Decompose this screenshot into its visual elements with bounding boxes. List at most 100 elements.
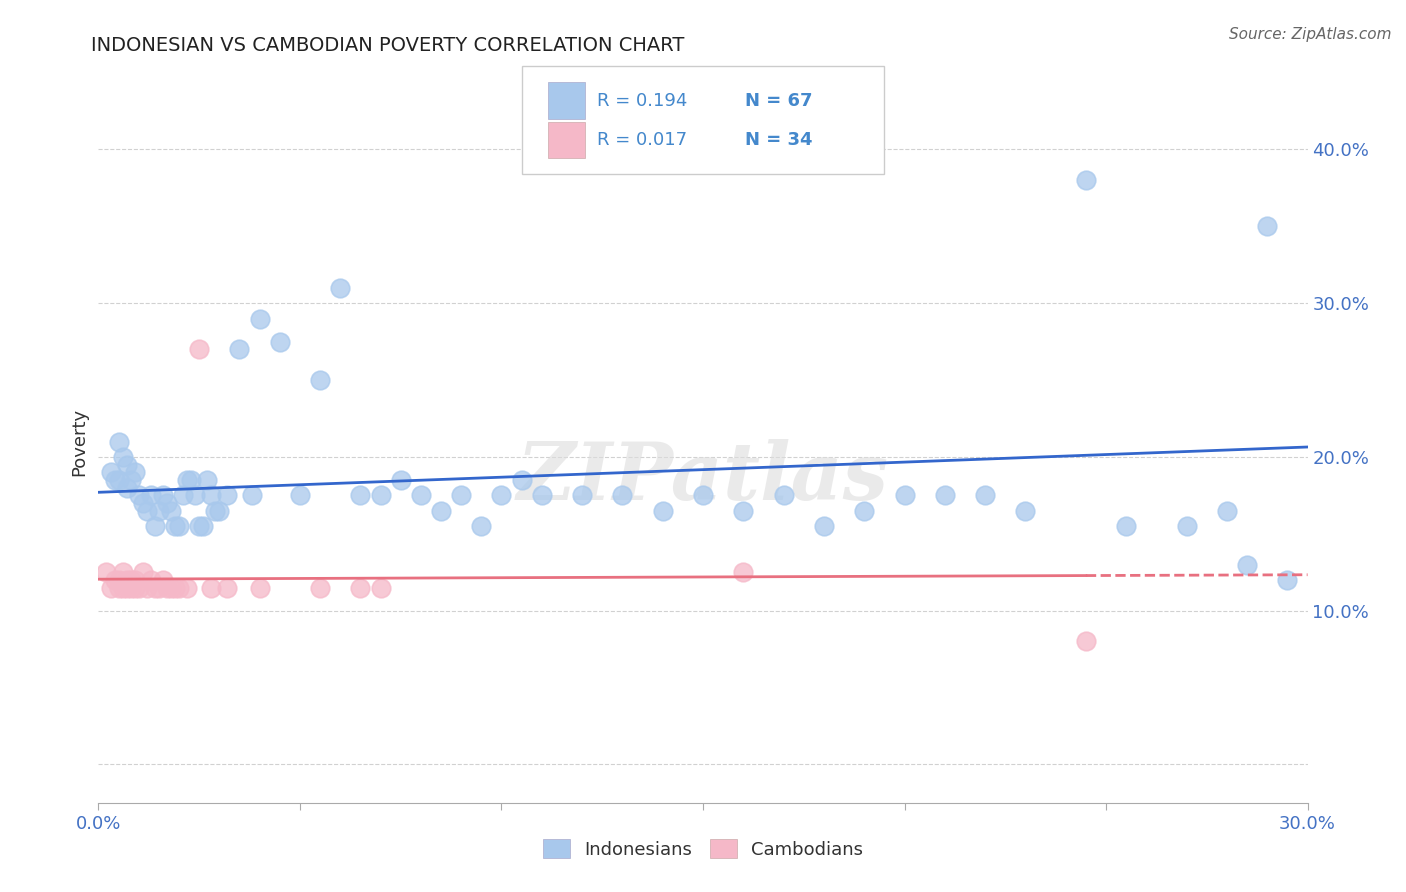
Point	[470, 519, 492, 533]
Legend: Indonesians, Cambodians: Indonesians, Cambodians	[536, 832, 870, 866]
Point	[103, 573, 125, 587]
Point	[163, 581, 186, 595]
Point	[100, 581, 122, 595]
Text: R = 0.194: R = 0.194	[596, 92, 688, 110]
Point	[115, 581, 138, 595]
Point	[853, 504, 876, 518]
Point	[1236, 558, 1258, 572]
Point	[1175, 519, 1198, 533]
Point	[208, 504, 231, 518]
Point	[135, 581, 157, 595]
Point	[269, 334, 291, 349]
Point	[217, 488, 239, 502]
Point	[152, 573, 174, 587]
Point	[100, 465, 122, 479]
FancyBboxPatch shape	[548, 82, 585, 119]
Point	[200, 581, 222, 595]
Point	[160, 581, 183, 595]
Point	[143, 519, 166, 533]
Point	[107, 573, 129, 587]
Point	[813, 519, 835, 533]
Point	[204, 504, 226, 518]
Point	[571, 488, 593, 502]
Point	[1014, 504, 1036, 518]
Point	[733, 504, 755, 518]
Point	[167, 519, 190, 533]
Point	[107, 581, 129, 595]
Point	[651, 504, 673, 518]
Point	[156, 581, 179, 595]
Point	[167, 581, 190, 595]
Point	[217, 581, 239, 595]
Point	[1074, 634, 1097, 648]
Point	[111, 581, 134, 595]
Point	[148, 504, 170, 518]
Point	[124, 581, 146, 595]
Point	[163, 519, 186, 533]
Point	[132, 496, 155, 510]
Text: INDONESIAN VS CAMBODIAN POVERTY CORRELATION CHART: INDONESIAN VS CAMBODIAN POVERTY CORRELAT…	[91, 36, 685, 54]
Point	[120, 573, 142, 587]
Point	[152, 488, 174, 502]
Point	[124, 573, 146, 587]
Point	[115, 573, 138, 587]
Point	[120, 581, 142, 595]
Point	[128, 488, 150, 502]
Point	[228, 343, 250, 357]
Point	[193, 519, 215, 533]
Point	[893, 488, 915, 502]
Text: ZIPatlas: ZIPatlas	[517, 439, 889, 516]
Point	[1216, 504, 1239, 518]
Point	[143, 581, 166, 595]
Point	[491, 488, 513, 502]
Point	[974, 488, 997, 502]
Point	[156, 496, 179, 510]
Point	[1277, 573, 1299, 587]
Point	[180, 473, 202, 487]
Point	[240, 488, 263, 502]
Point	[107, 434, 129, 449]
Point	[450, 488, 472, 502]
Point	[309, 581, 332, 595]
Point	[103, 473, 125, 487]
Point	[115, 481, 138, 495]
Point	[249, 311, 271, 326]
FancyBboxPatch shape	[548, 122, 585, 158]
Point	[1074, 173, 1097, 187]
Point	[188, 343, 211, 357]
Point	[184, 488, 207, 502]
Point	[172, 488, 194, 502]
Point	[96, 565, 118, 579]
Point	[132, 565, 155, 579]
Point	[115, 458, 138, 472]
Point	[111, 565, 134, 579]
Text: N = 34: N = 34	[745, 131, 813, 149]
Point	[111, 450, 134, 464]
Point	[329, 281, 352, 295]
Point	[430, 504, 453, 518]
Y-axis label: Poverty: Poverty	[70, 408, 89, 475]
Point	[370, 488, 392, 502]
Point	[176, 473, 198, 487]
Point	[1115, 519, 1137, 533]
Point	[288, 488, 311, 502]
Point	[349, 488, 371, 502]
Point	[139, 488, 162, 502]
Point	[188, 519, 211, 533]
Point	[176, 581, 198, 595]
Point	[200, 488, 222, 502]
Point	[309, 373, 332, 387]
Point	[934, 488, 956, 502]
Point	[195, 473, 218, 487]
Point	[1256, 219, 1278, 234]
Point	[389, 473, 412, 487]
Point	[120, 473, 142, 487]
Point	[128, 581, 150, 595]
FancyBboxPatch shape	[522, 66, 884, 174]
Point	[733, 565, 755, 579]
Point	[148, 581, 170, 595]
Point	[349, 581, 371, 595]
Point	[139, 573, 162, 587]
Point	[370, 581, 392, 595]
Point	[530, 488, 553, 502]
